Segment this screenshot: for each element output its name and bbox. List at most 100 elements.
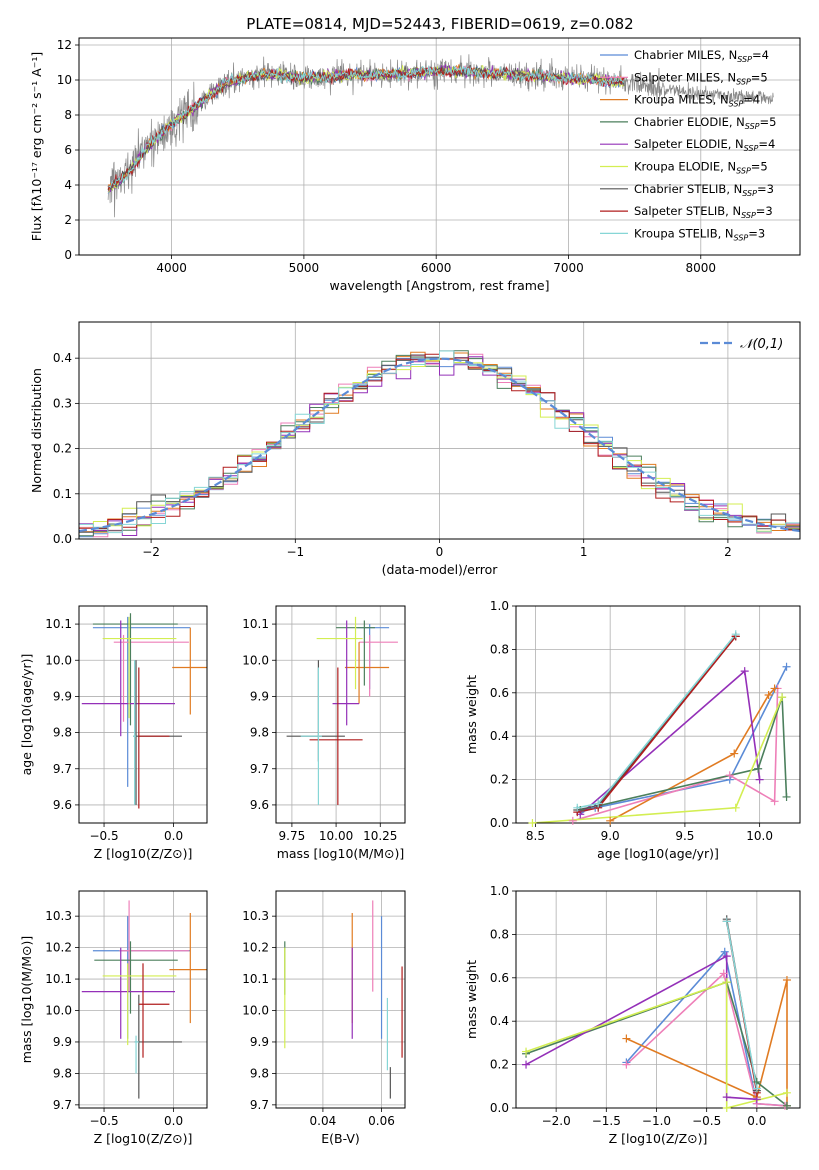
legend-subscript: SSP: [742, 189, 757, 198]
legend-subscript: SSP: [741, 211, 756, 220]
figure-title: PLATE=0814, MJD=52443, FIBERID=0619, z=0…: [246, 15, 633, 33]
axes-age-vs-Z: −0.5 0.0 9.6 9.7 9.8 9.9 10.0 10.1 Z [log10(Z/Z⊙…: [19, 605, 208, 861]
axes-weight-vs-Z: −2.0 −1.5 −1.0 −0.5 0.0 0.0 0.2 0.4 0.6 0.8 1.0 Z […: [464, 884, 801, 1146]
weight-marker: [782, 1101, 791, 1110]
legend-nssp: =4: [752, 48, 769, 62]
axes-mass-vs-EBV: 0.04 0.06 9.7 9.8 9.9 10.0 10.1 10.2 10.3 E(B-V): [242, 890, 406, 1146]
y-tick-label: 0.4: [490, 1014, 509, 1028]
weight-marker: [573, 803, 582, 812]
y-tick-label: 9.7: [53, 1098, 72, 1112]
weight-line: [625, 971, 785, 1107]
y-tick-label: 8: [64, 108, 72, 122]
legend-nssp: =4: [743, 93, 760, 107]
weight-line: [525, 981, 788, 1107]
x-tick-label: 1: [580, 545, 588, 559]
weight-marker: [770, 684, 779, 693]
weight-marker: [594, 799, 603, 808]
legend-subscript: SSP: [736, 77, 751, 86]
x-tick-label: −0.5: [89, 829, 118, 843]
spectrum-legend: Chabrier MILES, NSSP=4 Salpeter MILES, NS…: [600, 48, 776, 242]
x-tick-label: 0.0: [164, 829, 183, 843]
weight-marker: [782, 792, 791, 801]
y-tick-label: 10: [57, 73, 72, 87]
y-tick-label: 0.6: [490, 971, 509, 985]
y-tick-label: 9.9: [53, 689, 72, 703]
plot-area: [284, 900, 403, 1099]
x-axis-label: Z [log10(Z/Z⊙)]: [94, 846, 193, 861]
weight-marker: [782, 662, 791, 671]
legend-nssp: =3: [756, 204, 773, 218]
y-tick-label: 10.0: [45, 1004, 72, 1018]
x-tick-label: 7000: [553, 261, 584, 275]
axes-frame: [275, 605, 406, 824]
weight-marker: [622, 1034, 631, 1043]
y-tick-label: 10.1: [242, 617, 269, 631]
weight-marker: [722, 978, 731, 987]
weight-marker: [778, 693, 787, 702]
x-tick-label: −0.5: [89, 1114, 118, 1128]
legend-nssp: =4: [758, 137, 775, 151]
weight-marker: [568, 816, 577, 825]
weight-marker: [722, 1093, 731, 1102]
grid: [516, 605, 800, 824]
y-tick-label: 10.0: [242, 1004, 269, 1018]
y-tick-label: 6: [64, 143, 72, 157]
legend-entry: Chabrier MILES, NSSP=4: [634, 48, 769, 64]
y-tick-label: 0.6: [490, 686, 509, 700]
y-tick-label: 10.2: [45, 941, 72, 955]
y-tick-label: 9.6: [250, 798, 269, 812]
y-axis-label: mass weight: [464, 960, 479, 1039]
legend-nssp: =5: [751, 70, 768, 84]
x-axis-label: Z [log10(Z/Z⊙)]: [609, 1131, 708, 1146]
x-tick-label: −2.0: [542, 1114, 571, 1128]
legend-entry: Chabrier ELODIE, NSSP=5: [634, 115, 776, 131]
y-tick-label: 0.8: [490, 927, 509, 941]
y-tick-label: 9.8: [250, 1066, 269, 1080]
legend-entry: Salpeter ELODIE, NSSP=4: [634, 137, 775, 153]
x-tick-label: 0: [436, 545, 444, 559]
x-tick-label: 9.0: [601, 829, 620, 843]
y-tick-label: 0.4: [53, 351, 72, 365]
weight-line: [580, 696, 788, 811]
weight-marker: [764, 690, 773, 699]
weight-marker: [782, 1088, 791, 1097]
y-tick-label: 0.2: [490, 1058, 509, 1072]
y-tick-label: 9.6: [53, 798, 72, 812]
x-axis-label: age [log10(age/yr)]: [597, 846, 719, 861]
x-tick-label: 8.5: [526, 829, 545, 843]
x-axis-label: wavelength [Angstrom, rest frame]: [329, 278, 549, 293]
y-tick-label: 0.2: [53, 442, 72, 456]
grid: [276, 606, 405, 823]
legend-subscript: SSP: [734, 233, 749, 242]
y-tick-label: 0.4: [490, 729, 509, 743]
y-tick-label: 0.2: [490, 773, 509, 787]
legend-subscript: SSP: [745, 122, 760, 131]
y-tick-label: 0.0: [490, 816, 509, 830]
y-tick-label: 10.0: [242, 653, 269, 667]
y-tick-label: 4: [64, 178, 72, 192]
legend-nssp: =3: [757, 182, 774, 196]
y-tick-label: 0: [64, 248, 72, 262]
x-tick-label: 0.04: [310, 1114, 337, 1128]
x-axis-label: Z [log10(Z/Z⊙)]: [94, 1131, 193, 1146]
weight-marker: [730, 749, 739, 758]
y-axis-label: mass weight: [464, 675, 479, 754]
y-tick-label: 10.1: [45, 617, 72, 631]
plot-area: [286, 616, 398, 805]
x-tick-label: 8000: [686, 261, 717, 275]
y-axis-label: Flux [fλ10⁻¹⁷ erg cm⁻² s⁻¹ A⁻¹]: [29, 52, 44, 241]
y-tick-label: 9.8: [53, 726, 72, 740]
y-tick-label: 9.7: [250, 762, 269, 776]
x-tick-label: 9.75: [279, 829, 306, 843]
plot-area: [107, 54, 774, 218]
y-tick-label: 0.0: [490, 1101, 509, 1115]
x-axis-label: E(B-V): [321, 1131, 360, 1146]
weight-marker: [754, 764, 763, 773]
x-tick-label: 9.5: [675, 829, 694, 843]
y-tick-label: 9.8: [53, 1066, 72, 1080]
legend-nssp: =3: [748, 226, 765, 240]
weight-marker: [720, 947, 729, 956]
x-axis-label: mass [log10(M/M⊙)]: [277, 846, 405, 861]
